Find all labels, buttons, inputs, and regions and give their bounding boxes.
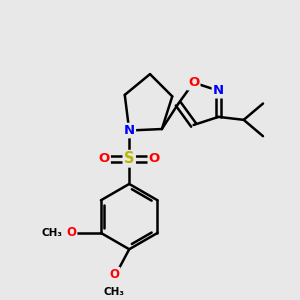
Text: O: O [98, 152, 110, 165]
Text: O: O [110, 268, 119, 281]
Text: CH₃: CH₃ [104, 287, 125, 297]
Text: N: N [124, 124, 135, 137]
Text: O: O [149, 152, 160, 165]
Text: O: O [188, 76, 199, 89]
Text: CH₃: CH₃ [41, 228, 62, 238]
Text: N: N [213, 84, 224, 97]
Text: O: O [66, 226, 76, 239]
Text: S: S [124, 151, 134, 166]
